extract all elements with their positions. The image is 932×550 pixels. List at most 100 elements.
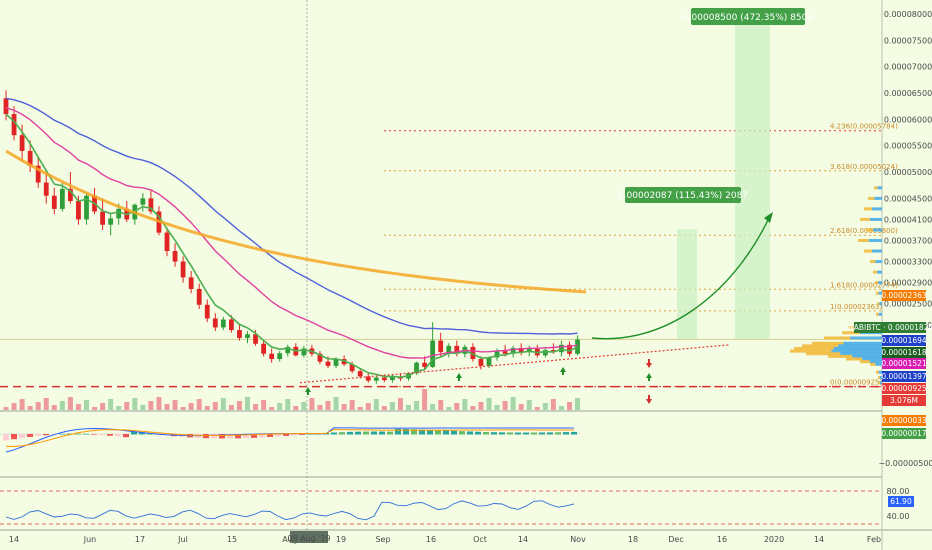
- candle-body: [277, 353, 283, 360]
- price-tag-label: 0.00001397: [881, 372, 927, 381]
- volume-profile-bar: [874, 196, 882, 200]
- macd-histogram-bar: [427, 429, 433, 435]
- volume-profile-bar: [878, 281, 882, 285]
- volume-profile-bar: [879, 375, 882, 379]
- ma-slow-line: [5, 97, 578, 335]
- volume-bar: [124, 402, 130, 410]
- macd-value-tag: [882, 415, 926, 426]
- candle-body: [27, 150, 33, 166]
- volume-profile-bar: [873, 228, 882, 232]
- macd-histogram-bar: [83, 433, 89, 435]
- candle-body: [486, 357, 492, 366]
- candle-body: [269, 353, 275, 360]
- candle-body: [567, 344, 572, 354]
- volume-profile-bar: [873, 270, 878, 274]
- volume-bar: [397, 398, 403, 410]
- volume-bar: [333, 397, 339, 410]
- x-tick-label: Sep: [375, 535, 390, 544]
- candle-body: [510, 347, 516, 354]
- macd-axis-label: −0.00000500: [878, 459, 932, 468]
- macd-histogram-bar: [11, 434, 17, 440]
- volume-bar: [43, 398, 49, 410]
- y-tick-label: 0.00004500: [884, 194, 932, 203]
- candle-body: [414, 362, 419, 374]
- candle-body: [494, 351, 500, 358]
- candle-body: [301, 348, 307, 356]
- price-tag-label: 0.00001618: [881, 348, 927, 357]
- candle-body: [19, 135, 25, 151]
- volume-profile-bar: [824, 336, 851, 340]
- volume-profile-bar: [868, 239, 882, 243]
- macd-histogram-bar: [75, 433, 81, 435]
- volume-bar: [414, 401, 420, 410]
- volume-profile-bar: [878, 375, 880, 379]
- y-tick-label: 0.00006500: [884, 89, 932, 98]
- volume-bar: [550, 399, 556, 410]
- candle-body: [188, 277, 194, 289]
- candle-body: [180, 261, 186, 278]
- ma-mid-line: [5, 107, 578, 359]
- volume-profile-bar: [879, 302, 882, 306]
- macd-histogram-bar: [27, 434, 33, 437]
- candle-body: [422, 362, 427, 367]
- down-arrow-icon: [646, 395, 652, 404]
- up-arrow-icon: [305, 387, 311, 395]
- volume-bar: [389, 402, 395, 410]
- volume-bar: [140, 405, 146, 410]
- macd-histogram-bar: [43, 434, 49, 436]
- volume-bar: [438, 400, 444, 410]
- volume-bar: [59, 401, 65, 410]
- price-tag-label: 3.076M: [890, 396, 918, 405]
- volume-profile-bar: [850, 336, 882, 340]
- macd-signal-line: [5, 429, 574, 448]
- price-tag: [882, 335, 926, 346]
- macd-histogram-bar: [467, 431, 473, 435]
- target-zone-high: [735, 18, 770, 340]
- candle-body: [373, 377, 379, 381]
- macd-histogram-bar: [435, 430, 441, 435]
- macd-histogram-bar: [419, 429, 425, 435]
- volume-profile-bar: [794, 346, 834, 350]
- macd-histogram-bar: [251, 434, 257, 438]
- volume-bar: [502, 401, 508, 410]
- volume-bar: [92, 407, 98, 410]
- volume-bar: [156, 397, 162, 410]
- x-tick-label: 17: [135, 535, 145, 544]
- candle-body: [470, 346, 476, 360]
- macd-histogram-bar: [459, 431, 465, 435]
- volume-profile-bar: [858, 239, 869, 243]
- candle-body: [245, 334, 250, 338]
- candle-body: [108, 218, 114, 225]
- candle-body: [390, 376, 395, 381]
- macd-histogram-bar: [363, 431, 369, 435]
- candle-body: [196, 288, 202, 305]
- ma-200-line: [5, 149, 587, 294]
- x-tick-label: 08 Aug '19: [287, 534, 330, 543]
- volume-profile-bar: [860, 360, 870, 364]
- candle-body: [76, 201, 81, 220]
- callout-label-high: 0.00008500 (472.35%) 8500: [683, 13, 813, 23]
- macd-histogram-bar: [355, 431, 361, 435]
- macd-histogram-bar: [59, 433, 65, 435]
- volume-bar: [228, 405, 234, 410]
- macd-histogram-bar: [211, 434, 217, 439]
- candle-body: [172, 251, 178, 262]
- volume-bar: [462, 399, 468, 410]
- volume-profile-bar: [860, 217, 870, 221]
- candle-body: [59, 188, 65, 209]
- ma-fast-line: [5, 113, 578, 379]
- volume-bar: [35, 402, 41, 410]
- candle-body: [285, 346, 291, 354]
- macd-histogram-bar: [443, 430, 449, 435]
- volume-bar: [204, 406, 210, 410]
- macd-histogram-bar: [475, 431, 481, 435]
- y-tick-label: 0.00007500: [884, 36, 932, 45]
- candle-body: [454, 345, 460, 354]
- volume-bar: [11, 403, 17, 410]
- volume-bar: [341, 404, 347, 410]
- candle-body: [220, 319, 226, 328]
- volume-bar: [406, 405, 411, 410]
- macd-histogram-bar: [515, 432, 521, 435]
- candle-body: [518, 347, 524, 353]
